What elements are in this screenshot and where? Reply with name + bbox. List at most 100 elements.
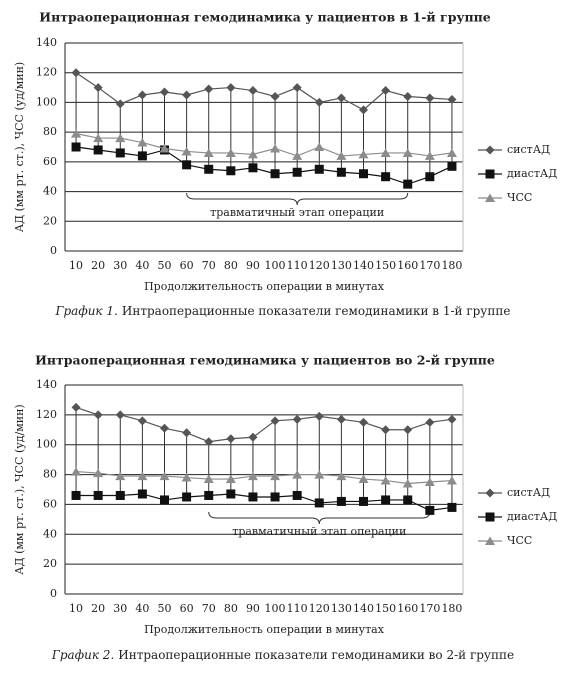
caption: График 1. Интраоперационные показатели ге…	[55, 304, 511, 318]
point	[402, 479, 413, 488]
point	[446, 148, 457, 157]
point	[314, 164, 324, 174]
x-tick-label: 100	[265, 259, 286, 272]
point	[71, 68, 81, 78]
point	[336, 93, 346, 103]
caption-text: Интраоперационные показатели гемодинамик…	[118, 648, 514, 662]
y-tick-label: 120	[36, 66, 57, 79]
point	[425, 172, 435, 182]
point	[270, 91, 280, 101]
point	[203, 148, 214, 157]
x-tick-label: 110	[287, 602, 308, 615]
point	[115, 410, 125, 420]
point	[381, 495, 391, 505]
x-tick-label: 70	[202, 602, 216, 615]
point	[314, 411, 324, 421]
point	[270, 169, 280, 179]
point	[137, 151, 147, 161]
x-tick-label: 60	[180, 602, 194, 615]
point	[403, 179, 413, 189]
point	[270, 143, 281, 153]
caption: График 2. Интраоперационные показатели ге…	[51, 648, 514, 662]
point	[115, 490, 125, 500]
point	[381, 86, 391, 96]
point	[380, 476, 391, 485]
x-tick-label: 80	[224, 602, 238, 615]
x-tick-label: 10	[69, 259, 83, 272]
point	[181, 473, 192, 482]
point	[226, 166, 236, 176]
y-tick-label: 20	[43, 557, 57, 570]
x-tick-label: 10	[69, 602, 83, 615]
caption-label: График 2.	[51, 648, 114, 662]
point	[137, 489, 147, 499]
series-line	[76, 493, 453, 512]
x-tick-label: 130	[331, 259, 352, 272]
point	[336, 414, 346, 424]
point	[358, 474, 369, 484]
point	[425, 417, 435, 427]
x-axis-label: Продолжительность операции в минутах	[144, 623, 385, 636]
point	[247, 149, 258, 159]
legend-label: ЧСС	[507, 534, 532, 547]
point	[358, 149, 369, 159]
point	[314, 97, 324, 107]
point	[270, 492, 280, 502]
point	[115, 148, 125, 158]
x-tick-label: 150	[375, 259, 396, 272]
point	[226, 434, 236, 444]
y-tick-label: 100	[36, 95, 57, 108]
point	[424, 477, 435, 487]
point	[137, 138, 148, 147]
point	[314, 142, 325, 151]
y-tick-label: 20	[43, 214, 57, 227]
x-tick-label: 40	[135, 259, 149, 272]
caption-text: Интраоперационные показатели гемодинамик…	[122, 304, 511, 318]
point	[71, 142, 81, 152]
x-tick-label: 90	[246, 259, 260, 272]
point	[336, 471, 347, 481]
y-tick-label: 100	[36, 438, 57, 451]
y-tick-label: 60	[43, 497, 57, 510]
point	[93, 410, 103, 420]
point	[314, 470, 325, 479]
legend-marker	[485, 169, 495, 179]
point	[160, 87, 169, 97]
y-tick-label: 40	[43, 185, 57, 198]
point	[402, 148, 413, 157]
point	[447, 161, 457, 171]
point	[115, 471, 126, 481]
point	[204, 84, 214, 94]
legend-marker	[485, 193, 495, 202]
legend-label: ЧСС	[507, 191, 532, 204]
point	[137, 471, 148, 481]
x-tick-label: 160	[397, 259, 418, 272]
point	[381, 425, 391, 435]
x-tick-label: 50	[158, 259, 172, 272]
x-tick-label: 120	[309, 259, 330, 272]
point	[71, 402, 81, 412]
point	[447, 502, 457, 512]
point	[336, 167, 346, 177]
point	[380, 148, 391, 157]
point	[226, 489, 236, 499]
x-tick-label: 30	[113, 602, 127, 615]
series-line	[75, 72, 452, 111]
annotation: травматичный этап операции	[210, 206, 384, 219]
point	[292, 414, 302, 424]
point	[137, 416, 147, 426]
point	[226, 83, 236, 93]
point	[204, 164, 214, 174]
point	[425, 93, 435, 103]
point	[159, 471, 170, 481]
point	[447, 414, 457, 424]
x-tick-label: 60	[180, 259, 194, 272]
point	[247, 471, 258, 481]
point	[381, 172, 391, 182]
x-tick-label: 160	[397, 602, 418, 615]
point	[270, 416, 280, 426]
point	[182, 492, 192, 502]
y-tick-label: 0	[50, 587, 57, 600]
x-tick-label: 70	[202, 259, 216, 272]
point	[160, 495, 169, 505]
